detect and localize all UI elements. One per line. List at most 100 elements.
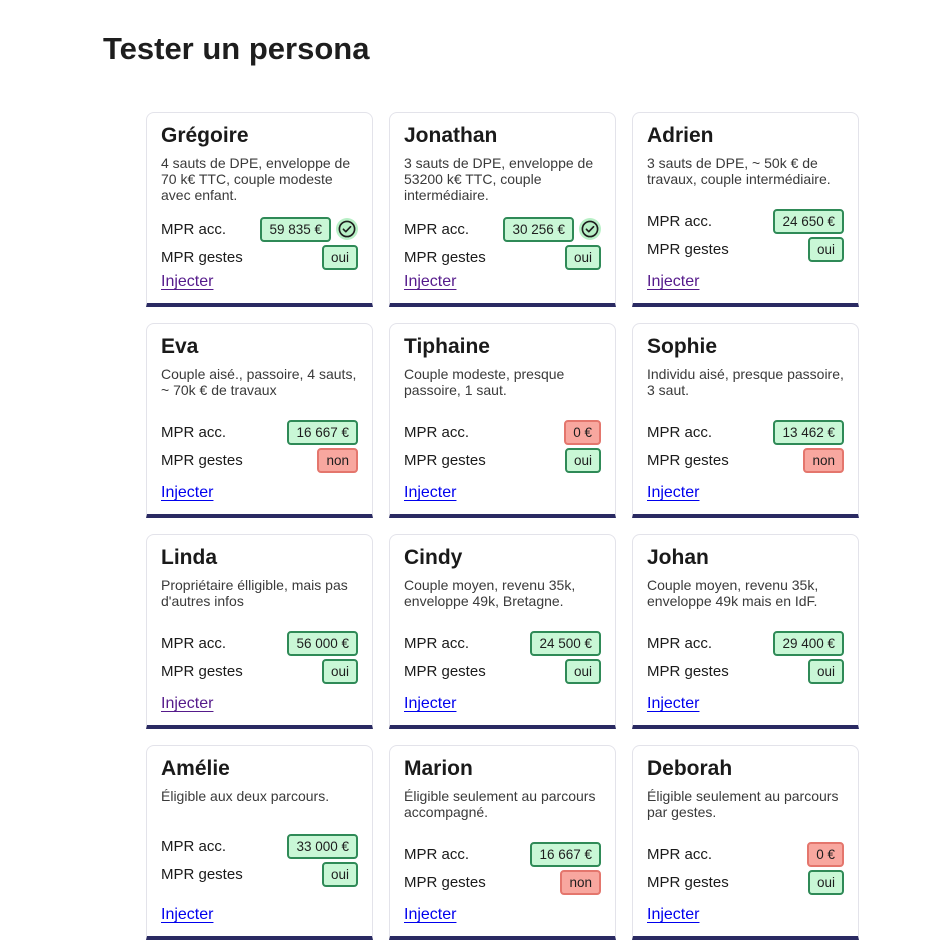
mpr-acc-label: MPR acc. — [404, 220, 470, 238]
persona-name: Jonathan — [404, 124, 498, 147]
mpr-gestes-badge: oui — [807, 236, 844, 262]
inject-link[interactable]: Injecter — [161, 273, 214, 290]
mpr-acc-value-group: 0 € — [564, 419, 601, 445]
check-circle-icon — [579, 218, 601, 240]
mpr-gestes-badge: non — [560, 869, 601, 895]
mpr-acc-value-group: 33 000 € — [287, 833, 358, 859]
mpr-acc-row: MPR acc. 56 000 € — [161, 630, 358, 656]
mpr-gestes-row: MPR gestes non — [404, 869, 601, 895]
mpr-acc-badge: 0 € — [807, 841, 844, 867]
mpr-acc-value-group: 56 000 € — [287, 630, 358, 656]
mpr-acc-label: MPR acc. — [647, 845, 713, 863]
persona-card: Deborah Éligible seulement au parcours p… — [632, 745, 859, 940]
mpr-acc-value-group: 13 462 € — [773, 419, 844, 445]
persona-name: Grégoire — [161, 124, 249, 147]
mpr-gestes-row: MPR gestes oui — [647, 658, 844, 684]
mpr-gestes-label: MPR gestes — [647, 873, 729, 891]
mpr-gestes-badge: oui — [321, 861, 358, 887]
mpr-acc-value-group: 24 500 € — [530, 630, 601, 656]
mpr-acc-badge: 59 835 € — [260, 216, 331, 242]
mpr-acc-value-group: 59 835 € — [260, 216, 358, 242]
persona-description: Couple moyen, revenu 35k, enveloppe 49k,… — [404, 577, 576, 609]
mpr-gestes-row: MPR gestes oui — [404, 447, 601, 473]
check-circle-icon — [336, 218, 358, 240]
mpr-acc-label: MPR acc. — [161, 634, 227, 652]
mpr-acc-value-group: 29 400 € — [773, 630, 844, 656]
mpr-acc-value-group: 30 256 € — [503, 216, 601, 242]
mpr-acc-row: MPR acc. 0 € — [404, 419, 601, 445]
persona-description: Couple moyen, revenu 35k, enveloppe 49k … — [647, 577, 819, 609]
mpr-acc-badge: 30 256 € — [503, 216, 574, 242]
persona-description: 3 sauts de DPE, ~ 50k € de travaux, coup… — [647, 155, 831, 187]
inject-link[interactable]: Injecter — [647, 484, 700, 501]
persona-card: Linda Propriétaire élligible, mais pas d… — [146, 534, 373, 729]
mpr-gestes-badge: non — [317, 447, 358, 473]
inject-link[interactable]: Injecter — [647, 906, 700, 923]
mpr-gestes-label: MPR gestes — [161, 248, 243, 266]
mpr-acc-row: MPR acc. 13 462 € — [647, 419, 844, 445]
mpr-gestes-badge: oui — [321, 658, 358, 684]
persona-description: Individu aisé, presque passoire, 3 saut. — [647, 366, 844, 398]
mpr-gestes-row: MPR gestes oui — [161, 658, 358, 684]
mpr-acc-value-group: 24 650 € — [773, 208, 844, 234]
mpr-acc-row: MPR acc. 24 500 € — [404, 630, 601, 656]
mpr-acc-badge: 13 462 € — [773, 419, 844, 445]
persona-card: Grégoire 4 sauts de DPE, enveloppe de 70… — [146, 112, 373, 307]
persona-grid: Grégoire 4 sauts de DPE, enveloppe de 70… — [146, 112, 933, 940]
mpr-acc-badge: 24 650 € — [773, 208, 844, 234]
inject-link[interactable]: Injecter — [404, 273, 457, 290]
inject-link[interactable]: Injecter — [161, 484, 214, 501]
mpr-gestes-row: MPR gestes oui — [404, 658, 601, 684]
persona-card: Eva Couple aisé., passoire, 4 sauts, ~ 7… — [146, 323, 373, 518]
mpr-acc-label: MPR acc. — [404, 845, 470, 863]
inject-link[interactable]: Injecter — [647, 273, 700, 290]
inject-link[interactable]: Injecter — [161, 906, 214, 923]
persona-description: Couple aisé., passoire, 4 sauts, ~ 70k €… — [161, 366, 357, 398]
mpr-acc-label: MPR acc. — [647, 423, 713, 441]
mpr-acc-row: MPR acc. 0 € — [647, 841, 844, 867]
mpr-gestes-label: MPR gestes — [161, 662, 243, 680]
persona-card: Jonathan 3 sauts de DPE, enveloppe de 53… — [389, 112, 616, 307]
persona-card: Adrien 3 sauts de DPE, ~ 50k € de travau… — [632, 112, 859, 307]
mpr-gestes-badge: oui — [807, 869, 844, 895]
mpr-gestes-badge: non — [803, 447, 844, 473]
mpr-gestes-label: MPR gestes — [161, 451, 243, 469]
mpr-gestes-label: MPR gestes — [404, 873, 486, 891]
mpr-acc-badge: 33 000 € — [287, 833, 358, 859]
mpr-gestes-row: MPR gestes oui — [161, 861, 358, 887]
mpr-gestes-badge: oui — [564, 658, 601, 684]
mpr-acc-badge: 56 000 € — [287, 630, 358, 656]
mpr-gestes-badge: oui — [564, 447, 601, 473]
persona-description: 4 sauts de DPE, enveloppe de 70 k€ TTC, … — [161, 155, 351, 203]
inject-link[interactable]: Injecter — [404, 484, 457, 501]
mpr-acc-label: MPR acc. — [161, 220, 227, 238]
persona-description: Éligible seulement au parcours par geste… — [647, 788, 839, 820]
mpr-acc-row: MPR acc. 59 835 € — [161, 216, 358, 242]
inject-link[interactable]: Injecter — [647, 695, 700, 712]
mpr-gestes-badge: oui — [564, 244, 601, 270]
mpr-acc-row: MPR acc. 16 667 € — [404, 841, 601, 867]
inject-link[interactable]: Injecter — [404, 906, 457, 923]
mpr-acc-label: MPR acc. — [161, 837, 227, 855]
persona-name: Linda — [161, 546, 217, 569]
persona-card: Sophie Individu aisé, presque passoire, … — [632, 323, 859, 518]
inject-link[interactable]: Injecter — [404, 695, 457, 712]
mpr-gestes-row: MPR gestes non — [161, 447, 358, 473]
mpr-acc-row: MPR acc. 24 650 € — [647, 208, 844, 234]
persona-card: Marion Éligible seulement au parcours ac… — [389, 745, 616, 940]
persona-name: Tiphaine — [404, 335, 490, 358]
mpr-gestes-badge: oui — [807, 658, 844, 684]
mpr-acc-row: MPR acc. 29 400 € — [647, 630, 844, 656]
mpr-gestes-label: MPR gestes — [647, 662, 729, 680]
mpr-acc-row: MPR acc. 30 256 € — [404, 216, 601, 242]
mpr-acc-label: MPR acc. — [647, 212, 713, 230]
mpr-acc-value-group: 16 667 € — [530, 841, 601, 867]
inject-link[interactable]: Injecter — [161, 695, 214, 712]
mpr-acc-badge: 0 € — [564, 419, 601, 445]
mpr-acc-badge: 16 667 € — [287, 419, 358, 445]
mpr-gestes-label: MPR gestes — [404, 662, 486, 680]
persona-card: Cindy Couple moyen, revenu 35k, envelopp… — [389, 534, 616, 729]
mpr-gestes-label: MPR gestes — [647, 451, 729, 469]
mpr-gestes-row: MPR gestes oui — [647, 236, 844, 262]
mpr-gestes-row: MPR gestes oui — [404, 244, 601, 270]
